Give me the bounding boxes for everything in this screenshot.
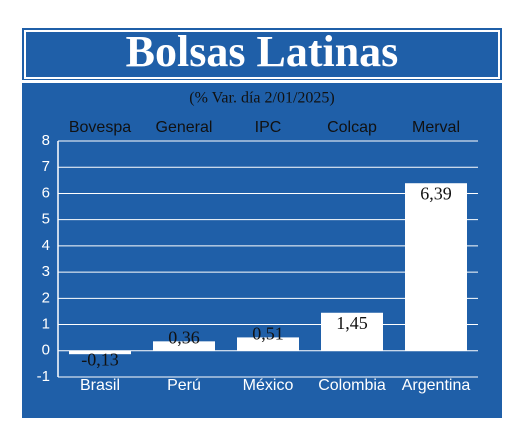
index-name: General (156, 119, 213, 136)
y-tick-label: 4 (42, 237, 50, 254)
separator (22, 80, 502, 83)
value-label: 0,36 (168, 327, 200, 347)
x-tick-label: Colombia (318, 377, 386, 394)
chart-subtitle: (% Var. día 2/01/2025) (189, 90, 334, 107)
index-name: Bovespa (69, 119, 131, 136)
x-tick-label: Brasil (80, 377, 120, 394)
y-tick-label: 8 (42, 132, 50, 149)
y-tick-label: 6 (42, 184, 50, 201)
bar (405, 183, 467, 351)
y-tick-label: 0 (42, 342, 50, 359)
chart-title: Bolsas Latinas (126, 27, 399, 76)
y-tick-label: 2 (42, 289, 50, 306)
bar (153, 341, 215, 351)
x-tick-label: México (243, 377, 294, 394)
value-label: 1,45 (336, 313, 368, 333)
y-tick-label: -1 (37, 368, 50, 385)
y-tick-label: 3 (42, 263, 50, 280)
y-tick-label: 1 (42, 316, 50, 333)
value-label: 0,51 (252, 324, 284, 344)
title-frame (24, 30, 500, 79)
y-tick-label: 7 (42, 158, 50, 175)
value-label: -0,13 (81, 349, 119, 369)
y-tick-label: 5 (42, 211, 50, 228)
bar (237, 337, 299, 351)
x-tick-label: Perú (167, 377, 201, 394)
x-tick-label: Argentina (402, 377, 471, 394)
value-label: 6,39 (420, 183, 452, 203)
bar (69, 350, 131, 355)
index-name: IPC (255, 119, 282, 136)
index-name: Merval (412, 119, 460, 136)
bar (321, 312, 383, 351)
index-name: Colcap (327, 119, 377, 136)
